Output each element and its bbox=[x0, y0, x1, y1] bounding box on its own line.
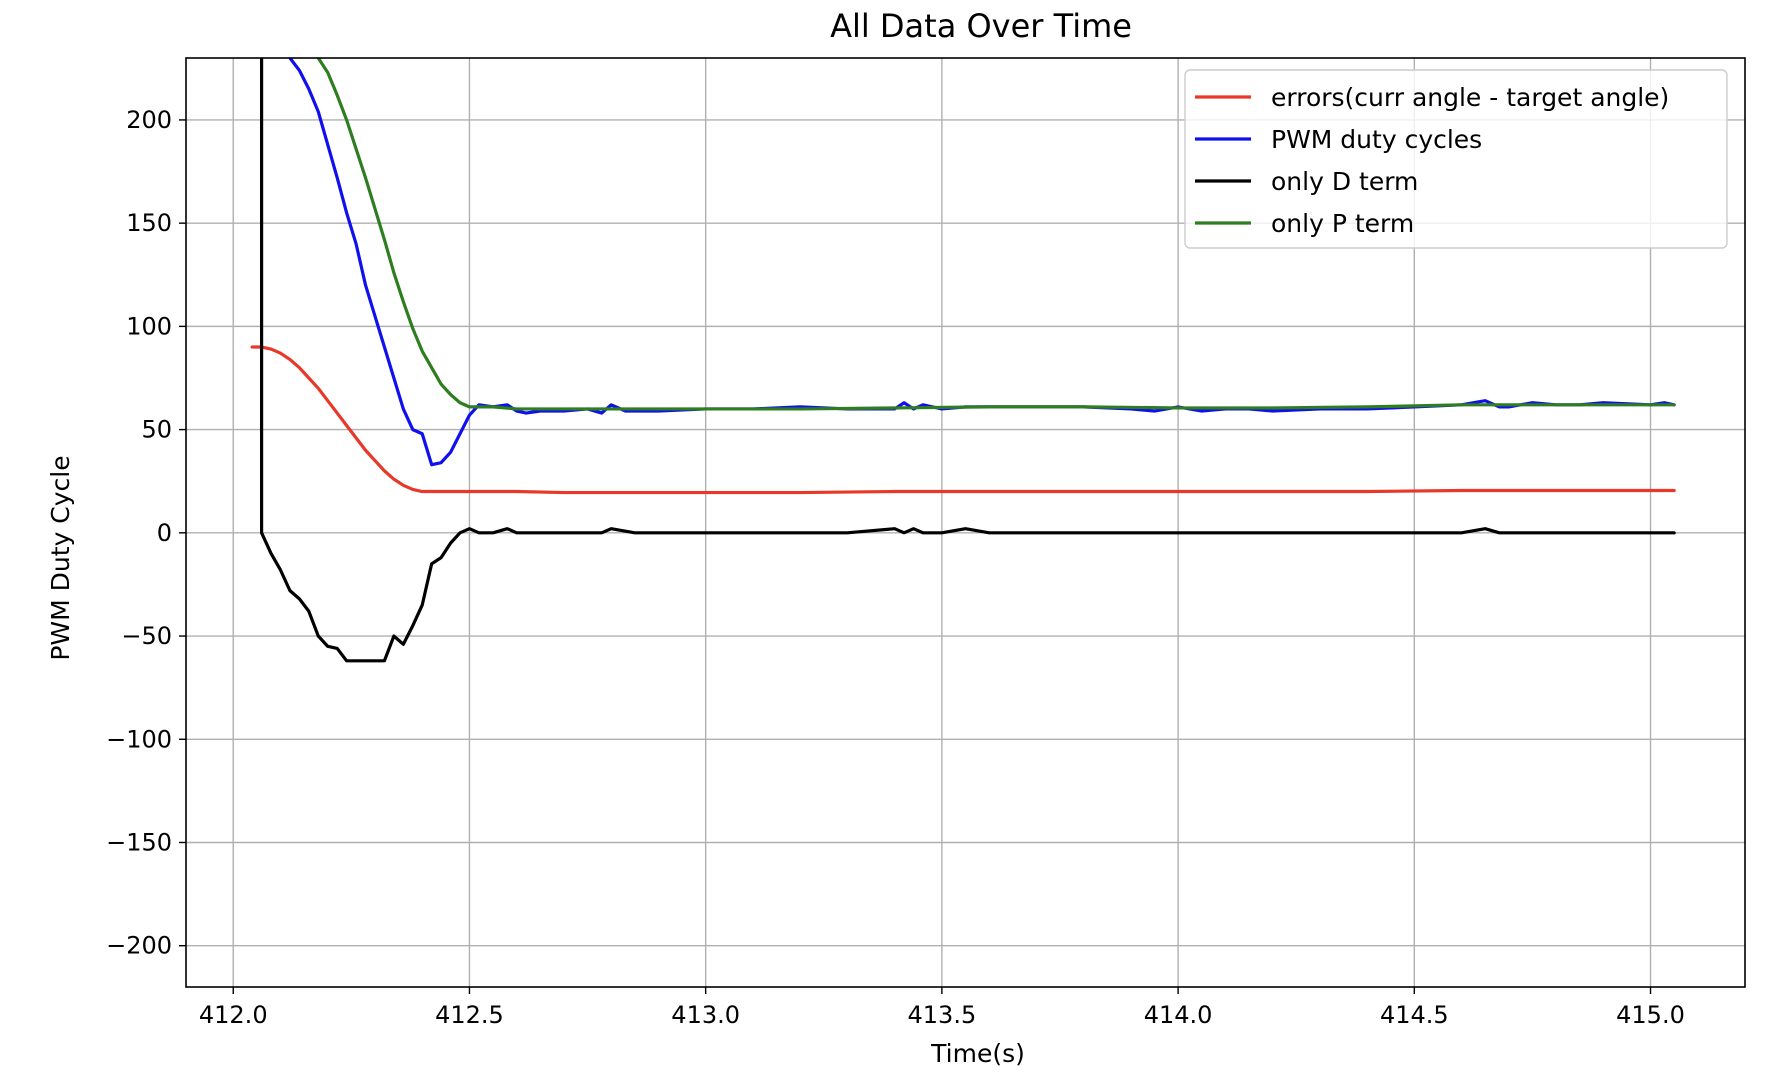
y-tick-label: −200 bbox=[106, 932, 172, 960]
series-line-2 bbox=[259, 58, 1676, 663]
x-tick-label: 413.5 bbox=[908, 1001, 977, 1029]
series-line-3 bbox=[316, 58, 1676, 411]
x-tick-label: 414.5 bbox=[1380, 1001, 1449, 1029]
grid bbox=[186, 58, 1745, 987]
legend: errors(curr angle - target angle) PWM dut… bbox=[1184, 69, 1728, 249]
x-tick-label: 415.0 bbox=[1616, 1001, 1685, 1029]
chart-title: All Data Over Time bbox=[830, 7, 1132, 45]
x-tick-label: 412.0 bbox=[199, 1001, 268, 1029]
legend-label: PWM duty cycles bbox=[1271, 125, 1482, 154]
x-axis-label: Time(s) bbox=[930, 1039, 1025, 1068]
y-tick-label: 200 bbox=[126, 106, 172, 134]
y-tick-label: 50 bbox=[141, 416, 172, 444]
plot-frame bbox=[185, 57, 1746, 988]
y-axis-label: PWM Duty Cycle bbox=[46, 455, 75, 660]
y-tick-label: 100 bbox=[126, 312, 172, 340]
y-tick-label: −150 bbox=[106, 828, 172, 856]
x-tick-label: 413.0 bbox=[671, 1001, 740, 1029]
x-tick-label: 414.0 bbox=[1144, 1001, 1213, 1029]
legend-label: errors(curr angle - target angle) bbox=[1271, 83, 1669, 112]
x-tick-label: 412.5 bbox=[435, 1001, 504, 1029]
y-tick-label: −100 bbox=[106, 725, 172, 753]
legend-box bbox=[1184, 69, 1728, 249]
y-tick-label: 0 bbox=[157, 519, 172, 547]
axis-ticks: 412.0 412.5 413.0 413.5 414.0 414.5 415.0 −200 −… bbox=[106, 106, 1685, 1029]
legend-label: only P term bbox=[1271, 209, 1414, 238]
y-tick-label: −50 bbox=[121, 622, 172, 650]
series-line-0 bbox=[250, 345, 1676, 495]
y-tick-label: 150 bbox=[126, 209, 172, 237]
series-lines bbox=[250, 58, 1676, 663]
legend-label: only D term bbox=[1271, 167, 1418, 196]
